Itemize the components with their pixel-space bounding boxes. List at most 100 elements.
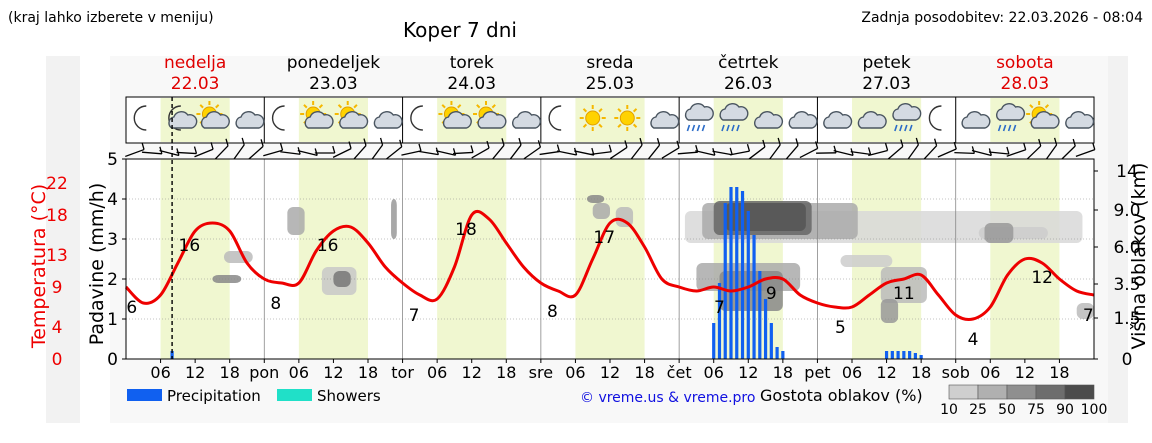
precipitation-bar [740, 191, 745, 359]
wind-barb [385, 146, 403, 160]
day-date: 24.03 [447, 74, 496, 94]
cloud-density-swatch [1035, 384, 1066, 400]
cloud-icon [857, 111, 887, 129]
wind-barb [937, 148, 957, 158]
wind-barb [297, 149, 318, 157]
cloud-height-axis-label: Višina oblakov (km) [1128, 163, 1150, 350]
cloud-density-tick: 90 [1056, 402, 1074, 418]
raindrop [736, 124, 740, 132]
x-tick-label: 12 [323, 363, 343, 382]
wind-barb [646, 144, 660, 162]
day-date: 25.03 [586, 74, 635, 94]
x-tick-label: 18 [911, 363, 931, 382]
x-tick-label: 18 [634, 363, 654, 382]
precipitation-bar [717, 283, 722, 359]
daylight-band [575, 159, 645, 359]
wind-barb [748, 146, 766, 160]
wind-barb [159, 149, 180, 157]
region-note[interactable]: (kraj lahko izberete v meniju) [8, 10, 214, 26]
wind-barb-flag [1072, 138, 1076, 147]
cloud-density-swatch [948, 384, 979, 400]
day-name: četrtek [718, 53, 779, 73]
wind-barb-flag [762, 139, 766, 148]
precipitation-bar [890, 351, 894, 359]
wind-barb-flag [1038, 138, 1042, 147]
x-tick-label: 06 [980, 363, 1000, 382]
wind-barb-flag [314, 148, 318, 156]
x-tick-label: 12 [1015, 363, 1035, 382]
day-name: ponedeljek [287, 53, 381, 73]
wind-barb-flag [777, 137, 781, 146]
precipitation-bar [884, 351, 889, 359]
temperature-label: 6 [126, 298, 137, 318]
wind-barb [435, 150, 456, 156]
cloud-cover-area [725, 203, 806, 231]
x-tick-label: 06 [150, 363, 170, 382]
wind-barb-flag [332, 145, 336, 154]
sun-cloud-icon [438, 101, 472, 129]
cloud-cover-area [223, 251, 253, 263]
cloud-density-tick: 50 [998, 402, 1016, 418]
daylight-band [298, 159, 368, 359]
weather-icons [133, 101, 1095, 132]
wind-barb-flag [279, 143, 284, 151]
cloud-density-tick: 10 [940, 402, 958, 418]
raindrop [997, 124, 1002, 132]
sun-icon [619, 110, 635, 126]
moon-icon [271, 105, 285, 131]
wind-barb [471, 147, 490, 159]
x-tick-label: 18 [358, 363, 378, 382]
cloud-icon [373, 111, 403, 129]
wind-barb [629, 144, 643, 162]
raindrop [894, 124, 898, 132]
legend-precipitation-label: Precipitation [167, 387, 261, 405]
wind-barb-flag [1092, 142, 1096, 150]
precipitation-bar [913, 353, 917, 359]
cloud-icon [857, 111, 887, 129]
precipitation-bar [781, 351, 785, 359]
cloud-icon [477, 111, 507, 129]
x-tick-label: 18 [773, 363, 793, 382]
precipitation-tick-label: 4 [107, 190, 118, 210]
wind-barb-flag [470, 145, 474, 153]
cloud-height-tick-label: 1.5 [1113, 309, 1140, 329]
raindrop [721, 124, 725, 132]
wind-barb-flag [953, 141, 957, 150]
sun-icon [614, 105, 641, 131]
raindrop [909, 124, 913, 132]
temperature-label: 7 [409, 306, 420, 326]
sun-ray [582, 108, 588, 113]
wind-barb-flag [656, 138, 661, 146]
x-tick-label: pon [249, 363, 279, 382]
cloud-height-tick-label: 14 [1116, 162, 1138, 182]
precipitation-tick-label: 3 [107, 230, 118, 250]
wind-barb [922, 145, 938, 161]
cloud-rain-icon [719, 103, 749, 132]
credit-link[interactable]: © vreme.us & vreme.pro [580, 390, 755, 406]
wind-barb-flag [1023, 142, 1027, 150]
wind-barb-flag [624, 140, 628, 148]
precipitation-bar [758, 271, 762, 359]
cloud-icon [1065, 111, 1095, 129]
cloud-cover-area [391, 199, 397, 239]
sun-ray [632, 123, 638, 128]
cloud-cover-area [615, 207, 634, 227]
wind-barb [954, 151, 975, 155]
x-tick-label: sre [529, 363, 553, 382]
cloud-icon [235, 111, 265, 129]
temperature-line [124, 210, 1095, 321]
wind-barb-flag [971, 146, 975, 154]
temperature-tick: 18 [46, 206, 68, 226]
wind-barb [247, 145, 264, 161]
cloud-icon [650, 111, 680, 129]
cloud-icon [892, 103, 922, 121]
wind-barb-flag [556, 144, 561, 152]
x-tick-label: sob [942, 363, 970, 382]
sun-ray [457, 104, 462, 109]
wind-barb [695, 150, 715, 156]
daylight-band [160, 159, 230, 359]
wind-barb-flag [639, 137, 643, 146]
precipitation-bar [896, 351, 900, 359]
cloud-icon [304, 111, 334, 129]
